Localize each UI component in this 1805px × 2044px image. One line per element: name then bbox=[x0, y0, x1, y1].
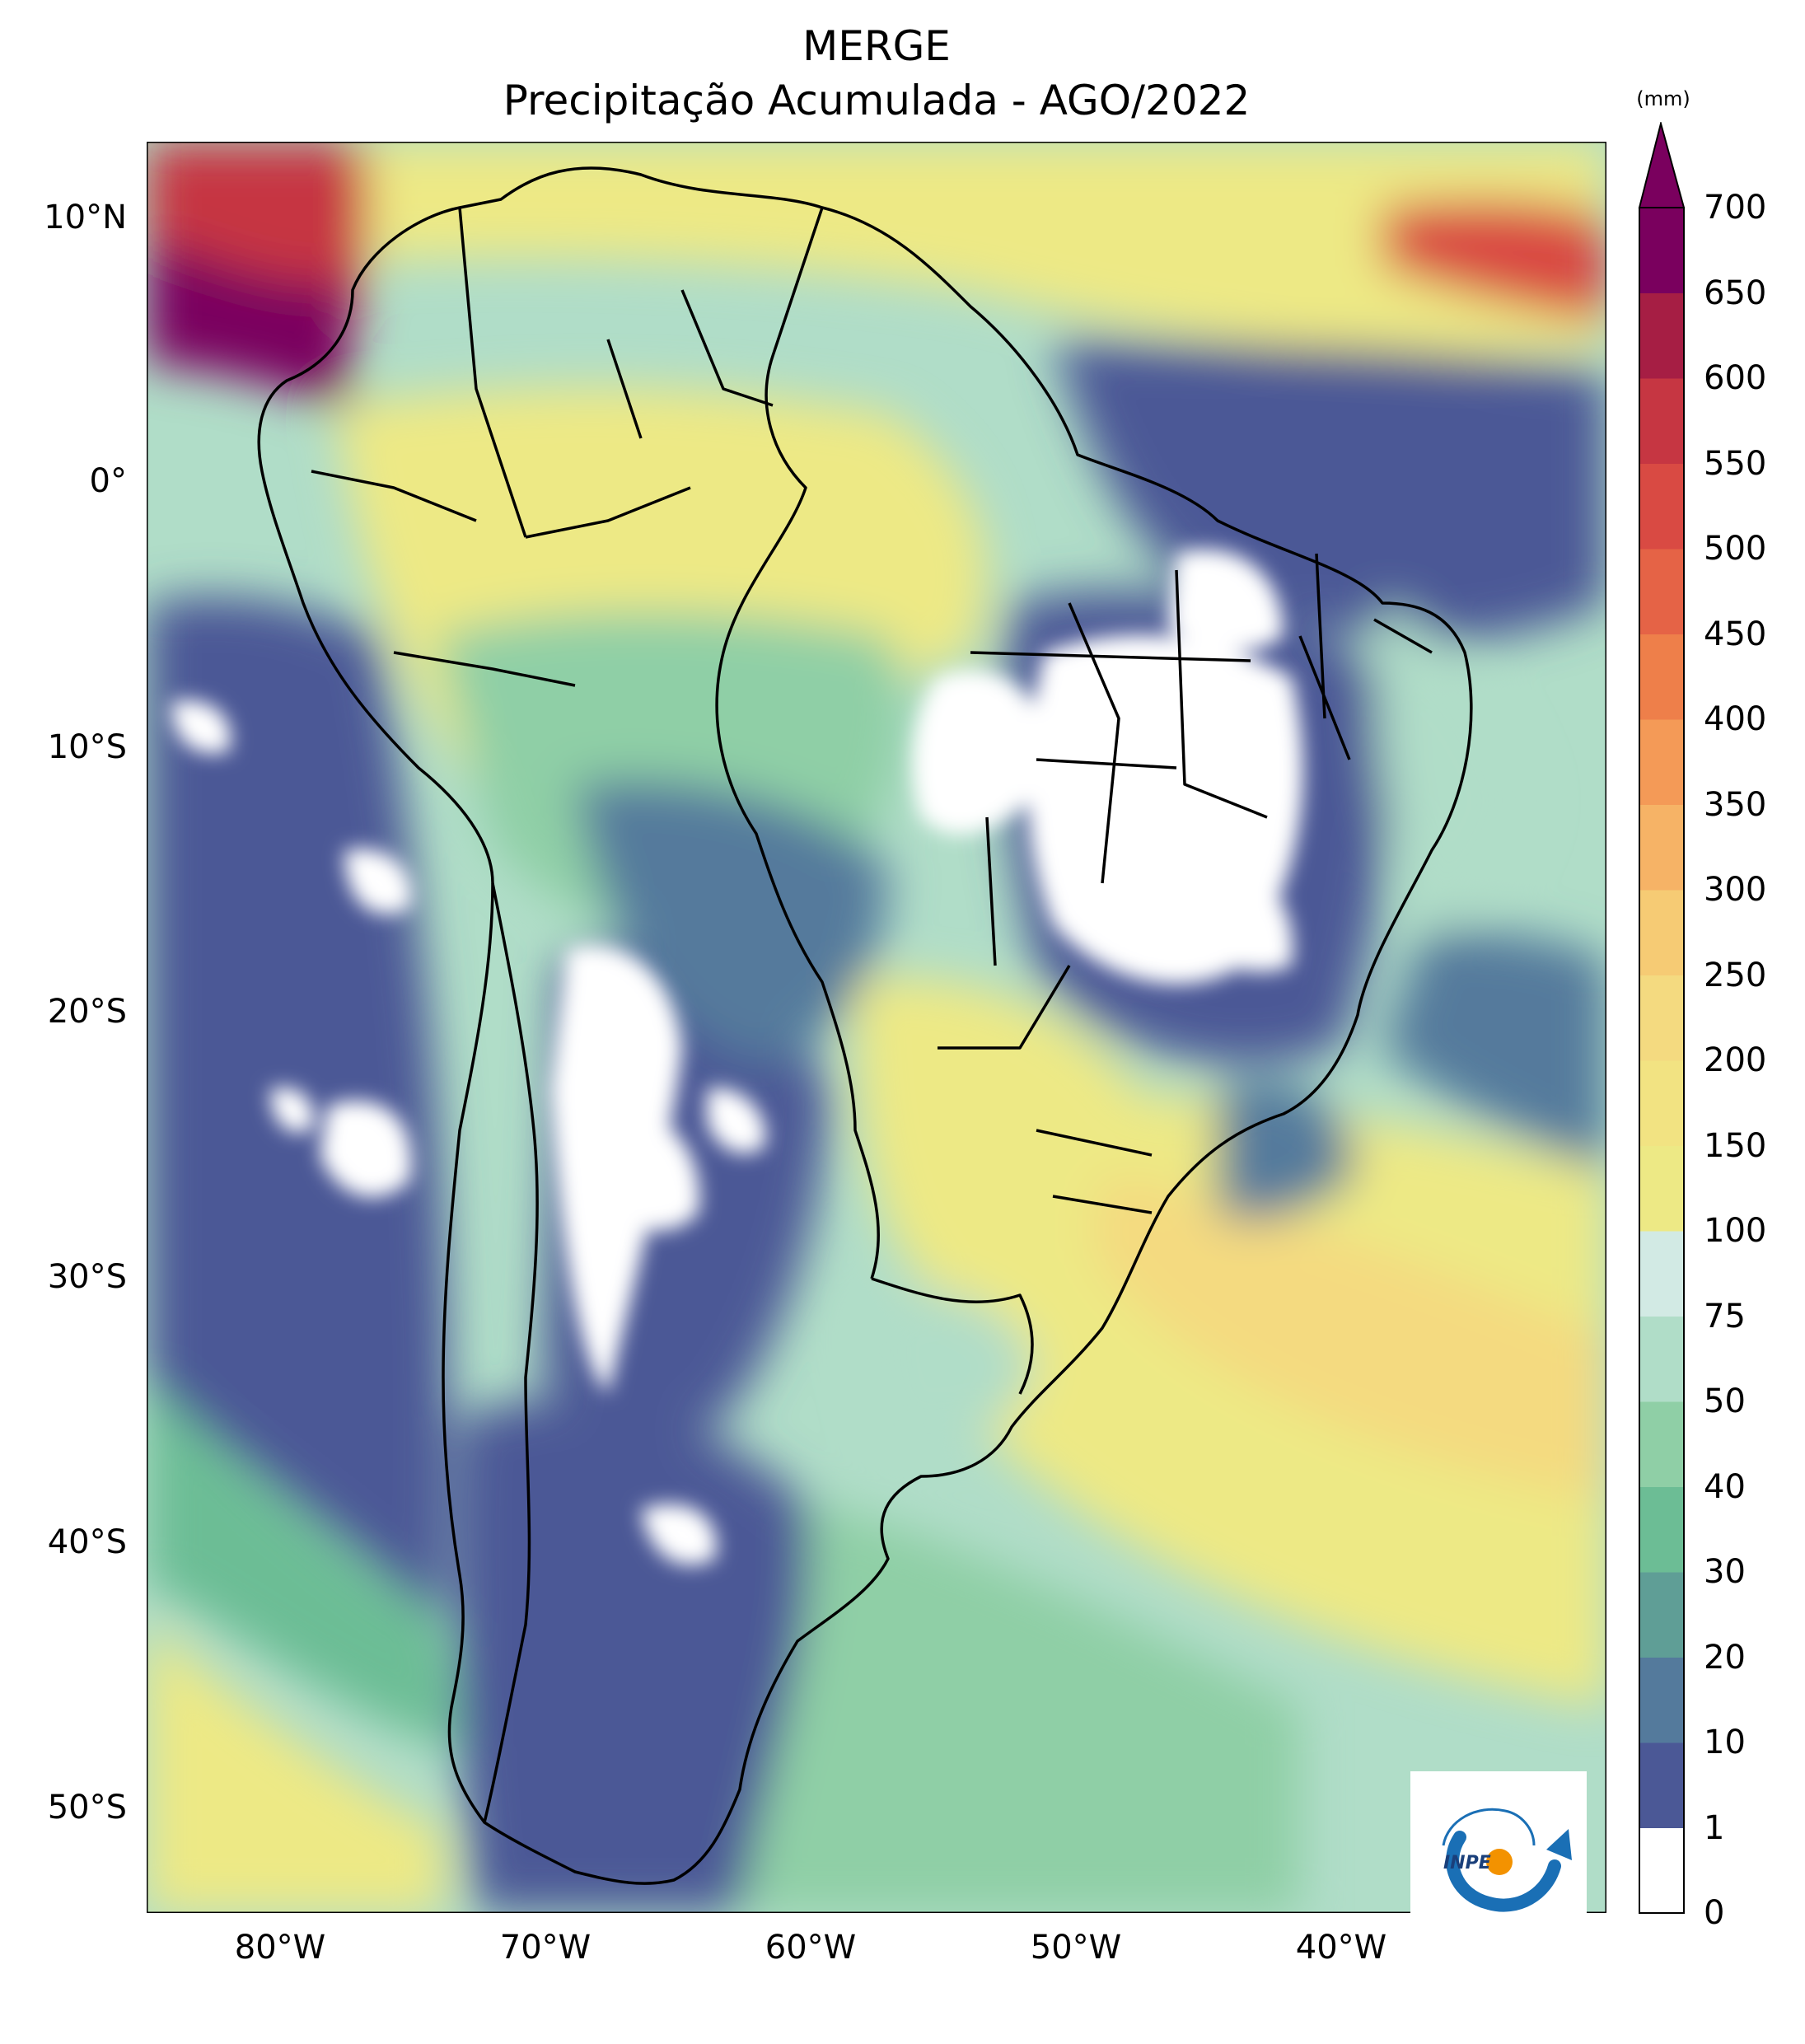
colorbar-tick-label: 40 bbox=[1704, 1467, 1746, 1506]
colorbar-segment bbox=[1639, 975, 1684, 1061]
colorbar-segment bbox=[1639, 1401, 1684, 1487]
colorbar-tick-label: 650 bbox=[1704, 274, 1767, 312]
colorbar-tick-label: 0 bbox=[1704, 1894, 1725, 1932]
colorbar-tick-label: 600 bbox=[1704, 359, 1767, 397]
continent-outline bbox=[257, 166, 1473, 1885]
brazil-west-border bbox=[715, 207, 881, 1279]
colorbar-tick-label: 350 bbox=[1704, 785, 1767, 824]
colorbar-tick-label: 500 bbox=[1704, 530, 1767, 568]
colorbar-tick-label: 50 bbox=[1704, 1382, 1746, 1420]
map-subtitle: Precipitação Acumulada - AGO/2022 bbox=[503, 77, 1251, 124]
colorbar-segment bbox=[1639, 1742, 1684, 1828]
colorbar-segment bbox=[1639, 804, 1684, 891]
north-borders bbox=[311, 207, 774, 687]
colorbar-segment bbox=[1639, 549, 1684, 634]
colorbar-tick-label: 700 bbox=[1704, 189, 1767, 227]
colorbar-tick-label: 10 bbox=[1704, 1724, 1746, 1761]
precipitation-map bbox=[147, 142, 1606, 1913]
colorbar-tick-label: 150 bbox=[1704, 1126, 1767, 1165]
colorbar-segment bbox=[1639, 1827, 1684, 1914]
colorbar-tick-label: 550 bbox=[1704, 444, 1767, 483]
lat-label-10s: 10°S bbox=[47, 728, 127, 766]
inpe-logo-icon: INPE bbox=[1442, 1808, 1572, 1912]
andes-border bbox=[483, 882, 539, 1823]
lon-label-70w: 70°W bbox=[499, 1929, 592, 1967]
svg-text:INPE: INPE bbox=[1443, 1853, 1491, 1873]
lat-label-30s: 30°S bbox=[47, 1258, 127, 1296]
colorbar bbox=[1638, 122, 1686, 1914]
colorbar-tick-label: 400 bbox=[1704, 700, 1767, 738]
colorbar-segment bbox=[1639, 719, 1684, 805]
colorbar-tick-label: 1 bbox=[1704, 1808, 1725, 1847]
colorbar-tick-label: 30 bbox=[1704, 1553, 1746, 1591]
dry-areas bbox=[171, 549, 1303, 1565]
lat-label-0: 0° bbox=[89, 462, 127, 500]
lon-label-40w: 40°W bbox=[1295, 1929, 1387, 1967]
colorbar-segment bbox=[1639, 1486, 1684, 1573]
colorbar-segment bbox=[1639, 634, 1684, 720]
map-title: MERGE bbox=[802, 22, 951, 70]
colorbar-segment bbox=[1639, 463, 1684, 550]
colorbar-tick-label: 100 bbox=[1704, 1212, 1767, 1250]
colorbar-tick-label: 200 bbox=[1704, 1041, 1767, 1079]
lon-label-50w: 50°W bbox=[1030, 1929, 1122, 1967]
colorbar-extend-arrow bbox=[1638, 122, 1686, 208]
lat-label-20s: 20°S bbox=[47, 993, 127, 1031]
colorbar-unit: (mm) bbox=[1636, 87, 1690, 110]
colorbar-segment bbox=[1639, 890, 1684, 975]
colorbar-segment bbox=[1639, 1657, 1684, 1743]
colorbar-tick-label: 20 bbox=[1704, 1638, 1746, 1677]
political-boundaries bbox=[257, 166, 1473, 1885]
lat-label-40s: 40°S bbox=[47, 1523, 127, 1561]
inpe-logo: INPE bbox=[1410, 1771, 1587, 1944]
colorbar-segment bbox=[1639, 1572, 1684, 1658]
lon-label-60w: 60°W bbox=[765, 1929, 857, 1967]
colorbar-tick-label: 300 bbox=[1704, 871, 1767, 909]
lat-label-50s: 50°S bbox=[47, 1789, 127, 1827]
colorbar-tick-label: 250 bbox=[1704, 956, 1767, 994]
colorbar-segment bbox=[1639, 378, 1684, 464]
colorbar-segment bbox=[1639, 1316, 1684, 1402]
colorbar-border bbox=[1639, 207, 1685, 1914]
colorbar-segment bbox=[1639, 1060, 1684, 1146]
lat-label-10n: 10°N bbox=[44, 199, 127, 236]
lon-label-80w: 80°W bbox=[234, 1929, 326, 1967]
state-lines bbox=[938, 553, 1433, 1214]
colorbar-segment bbox=[1639, 1145, 1684, 1232]
colorbar-segment bbox=[1639, 1231, 1684, 1317]
colorbar-tick-label: 75 bbox=[1704, 1297, 1746, 1335]
colorbar-tick-label: 450 bbox=[1704, 615, 1767, 653]
brazil-south-border bbox=[871, 1277, 1034, 1395]
colorbar-segment bbox=[1639, 292, 1684, 379]
colorbar-segment bbox=[1639, 208, 1684, 293]
